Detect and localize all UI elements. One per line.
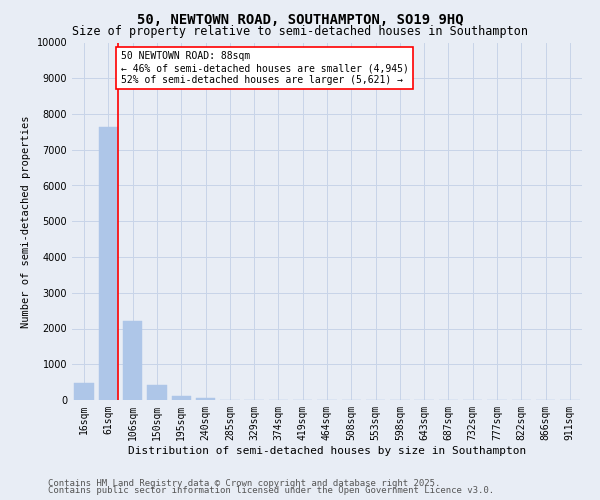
Text: Contains HM Land Registry data © Crown copyright and database right 2025.: Contains HM Land Registry data © Crown c… (48, 478, 440, 488)
Text: 50 NEWTOWN ROAD: 88sqm
← 46% of semi-detached houses are smaller (4,945)
52% of : 50 NEWTOWN ROAD: 88sqm ← 46% of semi-det… (121, 52, 409, 84)
Bar (123, 322, 142, 400)
Y-axis label: Number of semi-detached properties: Number of semi-detached properties (21, 115, 31, 328)
Bar (196, 398, 215, 400)
Bar (172, 396, 191, 400)
Text: Contains public sector information licensed under the Open Government Licence v3: Contains public sector information licen… (48, 486, 494, 495)
Text: Size of property relative to semi-detached houses in Southampton: Size of property relative to semi-detach… (72, 25, 528, 38)
X-axis label: Distribution of semi-detached houses by size in Southampton: Distribution of semi-detached houses by … (128, 446, 526, 456)
Text: 50, NEWTOWN ROAD, SOUTHAMPTON, SO19 9HQ: 50, NEWTOWN ROAD, SOUTHAMPTON, SO19 9HQ (137, 12, 463, 26)
Bar (74, 383, 94, 400)
Bar (99, 126, 118, 400)
Bar (147, 384, 167, 400)
